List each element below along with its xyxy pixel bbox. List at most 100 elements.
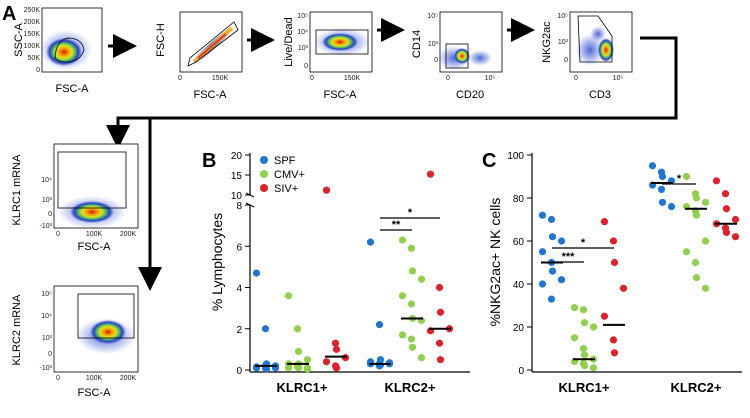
chart-b-siv-point [322, 186, 331, 194]
chart-b-cmv-point [408, 267, 417, 275]
flow-plot-klrc2: 10⁵ 10⁴ 10³ 0 -10³ 0 100K 200K KLRC2 mRN… [11, 285, 139, 399]
chart-b-ytick-label: 10 [231, 191, 243, 202]
chart-b-spf-point [366, 238, 375, 246]
svg-text:200K: 200K [120, 375, 137, 382]
chart-c-ytick-label: 20 [513, 323, 525, 334]
svg-text:10³: 10³ [428, 41, 439, 48]
chart-c: %NKG2ac+ NK cells 0 20 40 60 80 100 KLRC1+ KL… [487, 151, 742, 395]
gating-plot-nkg2ac-cd3: 10⁵ 10³ 0 0 10⁵ NKG2ac CD3 [541, 11, 633, 101]
sig-label: * [408, 207, 413, 219]
chart-c-category-klrc2: KLRC2+ [671, 380, 722, 395]
gating-4-xlabel: CD20 [456, 89, 484, 101]
chart-c-spf-point [538, 248, 547, 256]
gating-1-xlabel: FSC-A [56, 83, 90, 95]
chart-c-category-klrc1: KLRC1+ [559, 380, 610, 395]
chart-c-spf-point [648, 162, 657, 170]
chart-b-cmv-point [398, 331, 407, 339]
svg-text:0: 0 [564, 57, 568, 64]
svg-text:0: 0 [304, 63, 308, 70]
chart-b-cmv-point [398, 292, 407, 300]
chart-c-cmv-point [682, 172, 691, 181]
sig-label: *** [562, 251, 576, 263]
chart-c-cmv-point [580, 319, 589, 327]
svg-text:0: 0 [434, 57, 438, 64]
chart-b-spf-point [252, 269, 261, 277]
chart-c-siv-point [609, 237, 618, 245]
chart-c-ytick-label: 60 [513, 237, 525, 248]
chart-c-siv-point [610, 258, 619, 267]
gating-plot-fsch-fsc: 0 150K FSC-H FSC-A [155, 11, 243, 101]
chart-c-siv-point [609, 336, 618, 344]
chart-b-cmv-point [293, 325, 302, 333]
chart-c-spf-point [547, 295, 556, 303]
chart-c-cmv-point [701, 237, 710, 245]
chart-c-siv-point [722, 205, 731, 213]
svg-text:0: 0 [178, 75, 182, 82]
svg-text:10⁴: 10⁴ [41, 313, 52, 320]
chart-b-cmv-point [417, 275, 426, 283]
svg-text:0: 0 [574, 75, 578, 82]
svg-text:100K: 100K [86, 231, 103, 238]
chart-c-siv-point [619, 284, 628, 292]
gating-plot-live-dead: 10⁵ 10⁴ 10³ 0 0 150K Live/Dead FSC-A [283, 11, 373, 101]
chart-b-siv-point [332, 345, 341, 353]
svg-text:10⁴: 10⁴ [41, 177, 52, 184]
chart-c-ytick-label: 100 [507, 151, 524, 162]
chart-b-cmv-point [303, 365, 312, 373]
flow-2-ylabel: KLRC2 mRNA [11, 294, 23, 366]
svg-text:10³: 10³ [298, 45, 309, 52]
chart-c-siv-point [712, 177, 721, 185]
chart-c-cmv-point [570, 304, 579, 312]
chart-c-cmv-point [682, 248, 691, 256]
chart-b-ytick-label: 8 [236, 201, 242, 212]
chart-c-ytick-label: 80 [513, 194, 525, 205]
flow-plot-klrc1: 10⁴ 10³ 0 -10³ 0 100K 200K KLRC1 mRNA FS… [11, 143, 139, 253]
chart-b-category-klrc2: KLRC2+ [385, 380, 436, 395]
chart-b-category-klrc1: KLRC1+ [277, 380, 328, 395]
svg-text:150K: 150K [212, 75, 229, 82]
svg-text:10⁴: 10⁴ [297, 29, 308, 36]
chart-c-cmv-point [589, 364, 598, 372]
legend-swatch-siv [260, 184, 268, 192]
svg-text:250K: 250K [24, 7, 41, 14]
svg-text:0: 0 [48, 211, 52, 218]
chart-c-spf-point [538, 211, 547, 219]
chart-b-cmv-point [407, 244, 416, 252]
svg-text:10⁵: 10⁵ [557, 13, 568, 20]
chart-c-significance: * *** * [552, 173, 696, 263]
gating-2-xlabel: FSC-A [194, 89, 228, 101]
chart-c-siv-point [600, 312, 609, 320]
legend-label-cmv: CMV+ [274, 169, 305, 181]
chart-b-ylabel: % Lymphocytes [209, 213, 225, 311]
chart-c-cmv-point [579, 306, 588, 314]
chart-c-cmv-point [691, 258, 700, 267]
svg-text:0: 0 [48, 351, 52, 358]
chart-b-spf-point [252, 363, 261, 371]
chart-c-spf-point [657, 185, 666, 193]
chart-c-siv-point [731, 215, 740, 224]
svg-text:10³: 10³ [42, 197, 53, 204]
panel-label-c: C [482, 150, 496, 172]
chart-c-spf-point [658, 198, 667, 206]
arrow-to-klrc1 [106, 36, 678, 149]
chart-b-cmv-point [284, 364, 293, 372]
sig-label: * [677, 173, 682, 185]
gating-4-ylabel: CD14 [411, 30, 423, 58]
flow-1-ylabel: KLRC1 mRNA [11, 154, 23, 226]
panel-label-b: B [202, 150, 216, 172]
svg-text:0: 0 [446, 75, 450, 82]
legend-label-spf: SPF [274, 155, 296, 167]
chart-b-siv-point [435, 339, 444, 347]
chart-c-cmv-point [580, 351, 589, 359]
chart-b-ytick-label: 15 [231, 171, 243, 182]
gating-3-ylabel: Live/Dead [283, 17, 295, 67]
chart-b-ytick-label: 0 [236, 366, 242, 377]
svg-text:150K: 150K [24, 31, 41, 38]
svg-text:-10³: -10³ [40, 223, 53, 230]
svg-text:50K: 50K [28, 55, 41, 62]
gating-5-xlabel: CD3 [589, 89, 611, 101]
legend-swatch-spf [260, 156, 268, 164]
chart-c-cmv-point [579, 344, 588, 353]
chart-c-ytick-label: 0 [518, 366, 524, 377]
